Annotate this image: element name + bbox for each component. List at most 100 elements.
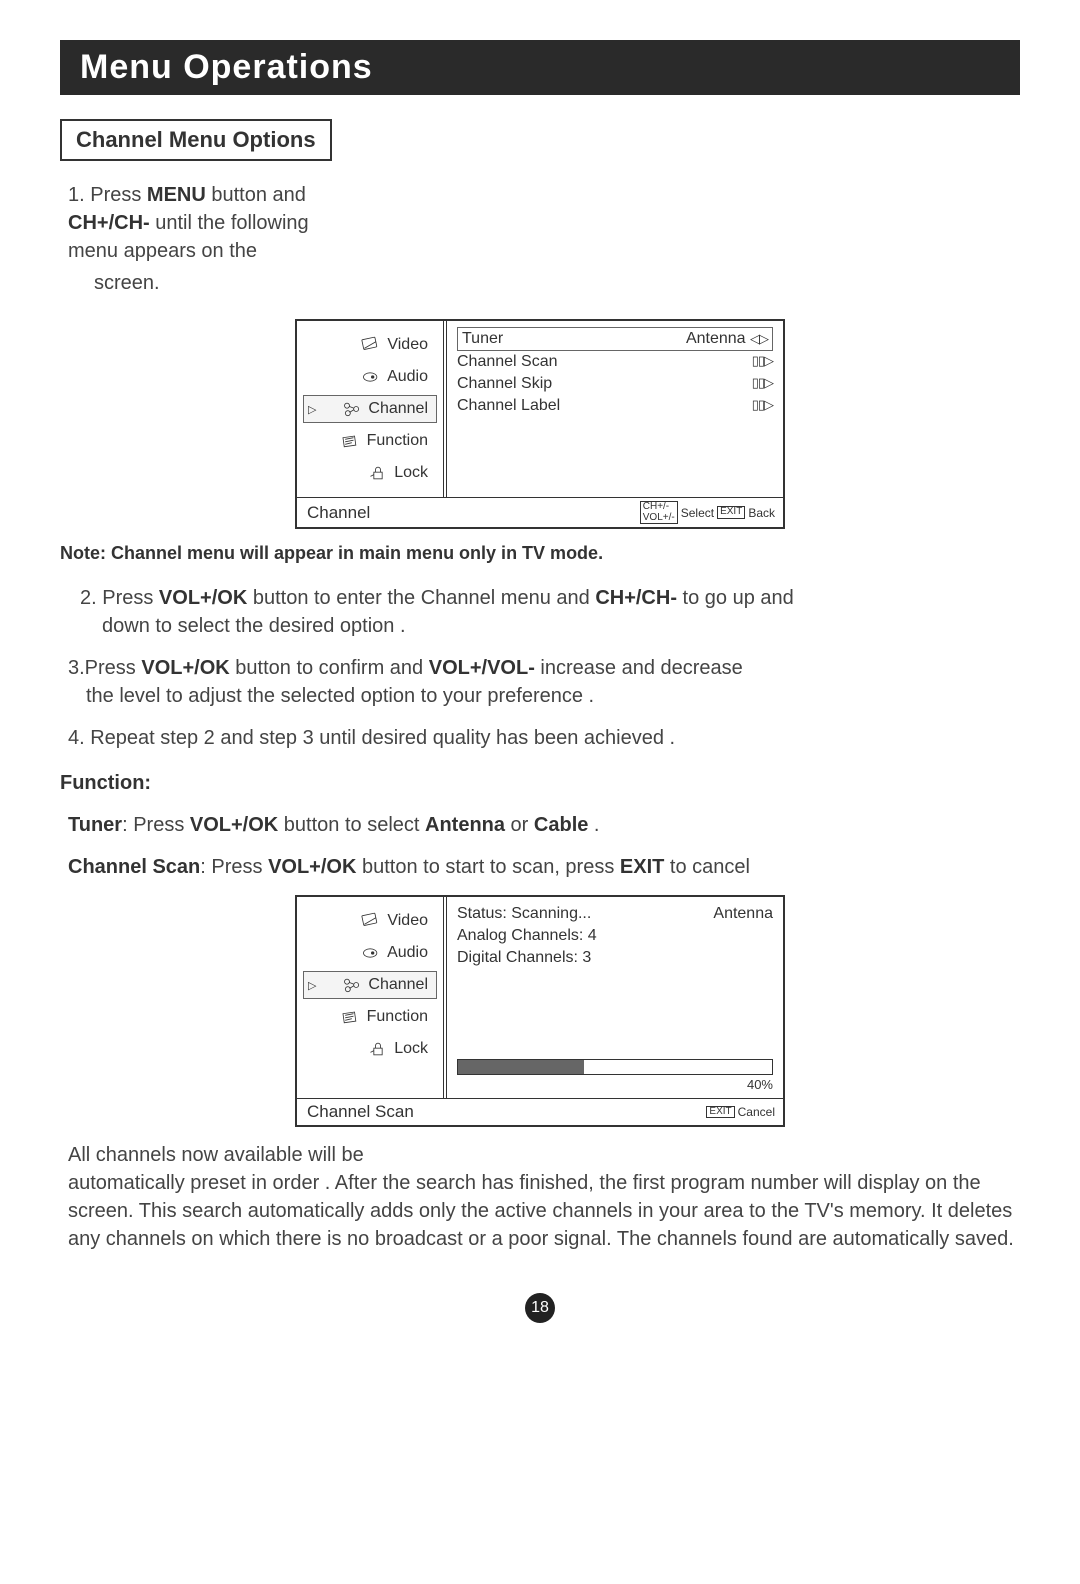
- text-bold: VOL+/VOL-: [429, 657, 535, 679]
- text: 1. Press: [68, 184, 147, 206]
- key-hint-box: CH+/- VOL+/-: [640, 501, 678, 524]
- osd-footer: Channel CH+/- VOL+/- Select EXIT Back: [297, 497, 783, 527]
- text: the level to adjust the selected option …: [86, 682, 594, 710]
- text-bold: MENU: [147, 184, 206, 206]
- osd-sidebar: Video Audio ▷ Channel Function: [297, 321, 447, 497]
- lock-icon: [368, 1041, 388, 1057]
- sidebar-item-channel[interactable]: ▷ Channel: [303, 395, 437, 423]
- text-bold: EXIT: [620, 856, 664, 878]
- osd-menu-channel-scan: Video Audio ▷ Channel Function: [295, 895, 785, 1127]
- key-hint-text: Back: [748, 506, 775, 520]
- progress-container: 40%: [457, 1059, 773, 1092]
- text: button to select: [278, 814, 425, 836]
- video-icon: [361, 913, 381, 929]
- function-heading: Function:: [60, 772, 1020, 795]
- step-3: 3.Press VOL+/OK button to confirm and VO…: [68, 654, 1020, 710]
- osd-footer-name: Channel: [307, 503, 370, 523]
- key-label: CH+/-: [643, 501, 669, 512]
- text-bold: VOL+/OK: [268, 856, 356, 878]
- sidebar-item-video[interactable]: Video: [303, 331, 437, 359]
- arrows-icon: ◁▷: [750, 331, 768, 346]
- sidebar-item-label: Audio: [387, 368, 428, 386]
- page-title: Menu Operations: [60, 40, 1020, 95]
- osd-row-channel-scan[interactable]: Channel Scan ▯▯▷: [457, 351, 773, 373]
- progress-bar: [457, 1059, 773, 1075]
- sidebar-item-label: Video: [387, 912, 428, 930]
- sidebar-item-lock[interactable]: Lock: [303, 459, 437, 487]
- step-1-line1: 1. Press MENU button and CH+/CH- until t…: [68, 181, 320, 265]
- channel-icon: [342, 401, 362, 417]
- osd-row-channel-skip[interactable]: Channel Skip ▯▯▷: [457, 373, 773, 395]
- tuner-description: Tuner: Press VOL+/OK button to select An…: [68, 811, 1020, 839]
- text: or: [505, 814, 534, 836]
- sidebar-item-label: Lock: [394, 1040, 428, 1058]
- key-hint-box: EXIT: [717, 506, 745, 519]
- audio-icon: [361, 945, 381, 961]
- text: : Press: [200, 856, 268, 878]
- sidebar-item-function[interactable]: Function: [303, 1003, 437, 1031]
- step-1-line2: screen.: [94, 269, 320, 297]
- status-value: Antenna: [713, 905, 773, 923]
- osd-menu-channel: Video Audio ▷ Channel Function: [295, 319, 785, 529]
- key-hint-text: Select: [681, 506, 714, 520]
- text: to go up and: [677, 587, 794, 609]
- lock-icon: [368, 465, 388, 481]
- osd-row-label: Tuner: [462, 330, 503, 348]
- osd-row-label: Channel Label: [457, 397, 560, 415]
- page-number: 18: [525, 1293, 555, 1323]
- key-label: VOL+/-: [643, 512, 675, 523]
- note-text: Note: Channel menu will appear in main m…: [60, 543, 1020, 564]
- sidebar-item-audio[interactable]: Audio: [303, 939, 437, 967]
- osd-analog-row: Analog Channels: 4: [457, 925, 773, 947]
- selected-marker-icon: ▷: [308, 979, 316, 992]
- osd-status-row: Status: Scanning... Antenna: [457, 903, 773, 925]
- text: to cancel: [664, 856, 750, 878]
- text: button to enter the Channel menu and: [247, 587, 595, 609]
- key-hint-text: Cancel: [738, 1105, 775, 1119]
- text-bold: VOL+/OK: [190, 814, 278, 836]
- text: 3.Press: [68, 657, 141, 679]
- arrows-icon: ▯▯▷: [752, 397, 773, 415]
- text-bold: Channel Scan: [68, 856, 200, 878]
- osd-row-label: Channel Skip: [457, 375, 552, 393]
- sidebar-item-function[interactable]: Function: [303, 427, 437, 455]
- key-hint-box: EXIT: [706, 1106, 734, 1119]
- osd-sidebar: Video Audio ▷ Channel Function: [297, 897, 447, 1098]
- digital-channels-text: Digital Channels: 3: [457, 949, 591, 967]
- sidebar-item-label: Channel: [368, 400, 428, 418]
- text-bold: Cable: [534, 814, 588, 836]
- sidebar-item-lock[interactable]: Lock: [303, 1035, 437, 1063]
- osd-row-value: Antenna: [686, 330, 746, 347]
- text-bold: Antenna: [425, 814, 505, 836]
- selected-marker-icon: ▷: [308, 403, 316, 416]
- text: .: [588, 814, 599, 836]
- text: : Press: [122, 814, 190, 836]
- sidebar-item-label: Audio: [387, 944, 428, 962]
- function-icon: [341, 1009, 361, 1025]
- osd-footer: Channel Scan EXIT Cancel: [297, 1098, 783, 1125]
- post-scan-paragraph: All channels now available will be autom…: [68, 1141, 1020, 1253]
- osd-footer-name: Channel Scan: [307, 1102, 414, 1122]
- osd-main-panel: Tuner Antenna ◁▷ Channel Scan ▯▯▷ Channe…: [447, 321, 783, 497]
- sidebar-item-audio[interactable]: Audio: [303, 363, 437, 391]
- arrows-icon: ▯▯▷: [752, 375, 773, 393]
- osd-row-channel-label[interactable]: Channel Label ▯▯▷: [457, 395, 773, 417]
- function-icon: [341, 433, 361, 449]
- sidebar-item-video[interactable]: Video: [303, 907, 437, 935]
- channel-icon: [342, 977, 362, 993]
- step-4: 4. Repeat step 2 and step 3 until desire…: [68, 724, 1020, 752]
- osd-row-tuner[interactable]: Tuner Antenna ◁▷: [457, 327, 773, 351]
- text-bold: CH+/CH-: [68, 212, 150, 234]
- progress-percent: 40%: [457, 1077, 773, 1092]
- step-2: 2. Press VOL+/OK button to enter the Cha…: [80, 584, 1020, 640]
- text: down to select the desired option .: [102, 612, 406, 640]
- audio-icon: [361, 369, 381, 385]
- sidebar-item-label: Channel: [368, 976, 428, 994]
- text-bold: CH+/CH-: [595, 587, 677, 609]
- sidebar-item-channel[interactable]: ▷ Channel: [303, 971, 437, 999]
- text: button to confirm and: [230, 657, 429, 679]
- arrows-icon: ▯▯▷: [752, 353, 773, 371]
- osd-row-label: Channel Scan: [457, 353, 558, 371]
- osd-digital-row: Digital Channels: 3: [457, 947, 773, 969]
- sidebar-item-label: Lock: [394, 464, 428, 482]
